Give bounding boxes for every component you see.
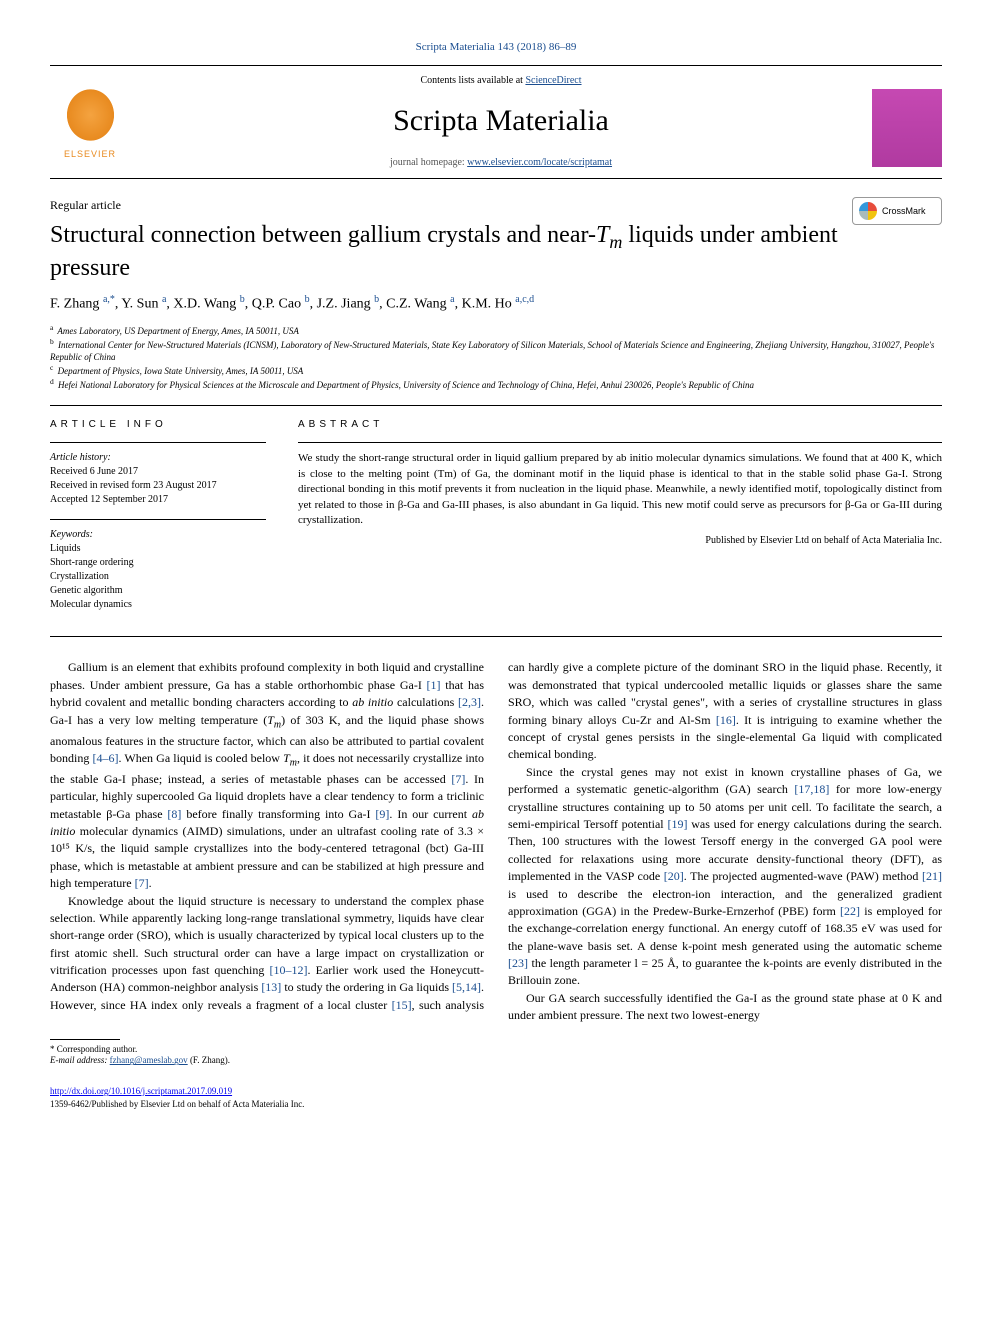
keyword: Crystallization xyxy=(50,570,266,584)
body-paragraph: Since the crystal genes may not exist in… xyxy=(508,764,942,990)
journal-cover-thumbnail xyxy=(872,77,942,167)
citation-ref[interactable]: [7] xyxy=(451,772,465,786)
history-label: Article history: xyxy=(50,451,266,465)
article-info-heading: ARTICLE INFO xyxy=(50,418,266,432)
affiliation: a Ames Laboratory, US Department of Ener… xyxy=(50,323,942,337)
citation-ref[interactable]: [9] xyxy=(375,807,389,821)
citation-ref[interactable]: [7] xyxy=(135,876,149,890)
title-m: m xyxy=(609,232,622,252)
journal-homepage-line: journal homepage: www.elsevier.com/locat… xyxy=(145,156,857,170)
contents-lists-line: Contents lists available at ScienceDirec… xyxy=(145,74,857,88)
abstract-panel: ABSTRACT We study the short-range struct… xyxy=(280,406,942,636)
keyword: Liquids xyxy=(50,542,266,556)
crossmark-label: CrossMark xyxy=(882,205,926,218)
email-label: E-mail address: xyxy=(50,1055,107,1065)
history-accepted: Accepted 12 September 2017 xyxy=(50,493,266,507)
doi-link[interactable]: http://dx.doi.org/10.1016/j.scriptamat.2… xyxy=(50,1086,232,1096)
keyword: Molecular dynamics xyxy=(50,598,266,612)
journal-header: ELSEVIER Contents lists available at Sci… xyxy=(50,65,942,179)
citation-ref[interactable]: [23] xyxy=(508,956,528,970)
citation-ref[interactable]: [20] xyxy=(664,869,684,883)
citation-ref[interactable]: [17,18] xyxy=(794,782,829,796)
keywords-block: Keywords: Liquids Short-range ordering C… xyxy=(50,528,266,612)
article-type: Regular article xyxy=(50,197,942,214)
citation-ref[interactable]: [10–12] xyxy=(270,963,308,977)
citation-ref[interactable]: [21] xyxy=(922,869,942,883)
bottom-metadata: http://dx.doi.org/10.1016/j.scriptamat.2… xyxy=(50,1085,942,1110)
journal-citation: Scripta Materialia 143 (2018) 86–89 xyxy=(50,40,942,55)
citation-ref[interactable]: [15] xyxy=(392,998,412,1012)
article-title: Structural connection between gallium cr… xyxy=(50,220,942,283)
footnote-separator xyxy=(50,1039,120,1040)
keywords-label: Keywords: xyxy=(50,528,266,542)
abstract-text: We study the short-range structural orde… xyxy=(298,451,942,528)
citation-ref[interactable]: [5,14] xyxy=(452,980,481,994)
citation-ref[interactable]: [1] xyxy=(427,678,441,692)
journal-name: Scripta Materialia xyxy=(145,100,857,142)
affiliation: d Hefei National Laboratory for Physical… xyxy=(50,377,942,391)
citation-ref[interactable]: [16] xyxy=(716,713,736,727)
affiliations: a Ames Laboratory, US Department of Ener… xyxy=(50,323,942,392)
keyword: Genetic algorithm xyxy=(50,584,266,598)
citation-ref[interactable]: [19] xyxy=(667,817,687,831)
crossmark-icon xyxy=(859,202,877,220)
sciencedirect-link[interactable]: ScienceDirect xyxy=(525,75,581,86)
contents-prefix: Contents lists available at xyxy=(420,75,525,86)
keyword: Short-range ordering xyxy=(50,556,266,570)
title-block: CrossMark Regular article Structural con… xyxy=(50,197,942,391)
info-abstract-row: ARTICLE INFO Article history: Received 6… xyxy=(50,405,942,637)
elsevier-tree-icon xyxy=(63,85,118,145)
corr-email-who: (F. Zhang). xyxy=(190,1055,230,1065)
title-part-a: Structural connection between gallium cr… xyxy=(50,222,596,248)
crossmark-badge[interactable]: CrossMark xyxy=(852,197,942,225)
body-paragraph: Our GA search successfully identified th… xyxy=(508,990,942,1025)
elsevier-label: ELSEVIER xyxy=(64,148,116,161)
citation-ref[interactable]: [2,3] xyxy=(458,695,481,709)
article-history: Article history: Received 6 June 2017 Re… xyxy=(50,451,266,507)
citation-ref[interactable]: [4–6] xyxy=(92,751,118,765)
abstract-copyright: Published by Elsevier Ltd on behalf of A… xyxy=(298,534,942,548)
title-T: T xyxy=(596,222,609,248)
issn-copyright: 1359-6462/Published by Elsevier Ltd on b… xyxy=(50,1098,942,1111)
citation-ref[interactable]: [8] xyxy=(167,807,181,821)
affiliation: b International Center for New-Structure… xyxy=(50,337,942,363)
corr-email-link[interactable]: fzhang@ameslab.gov xyxy=(110,1055,188,1065)
citation-ref[interactable]: [13] xyxy=(261,980,281,994)
body-paragraph: Gallium is an element that exhibits prof… xyxy=(50,659,484,892)
homepage-prefix: journal homepage: xyxy=(390,157,467,168)
history-received: Received 6 June 2017 xyxy=(50,465,266,479)
abstract-heading: ABSTRACT xyxy=(298,418,942,432)
citation-ref[interactable]: [22] xyxy=(840,904,860,918)
affiliation: c Department of Physics, Iowa State Univ… xyxy=(50,363,942,377)
article-info-panel: ARTICLE INFO Article history: Received 6… xyxy=(50,406,280,636)
corresponding-author-footnote: * Corresponding author. E-mail address: … xyxy=(50,1044,942,1067)
body-text: Gallium is an element that exhibits prof… xyxy=(50,659,942,1024)
history-revised: Received in revised form 23 August 2017 xyxy=(50,479,266,493)
authors-line: F. Zhang a,*, Y. Sun a, X.D. Wang b, Q.P… xyxy=(50,293,942,314)
corr-author-label: * Corresponding author. xyxy=(50,1044,942,1056)
elsevier-logo: ELSEVIER xyxy=(50,77,130,167)
journal-homepage-link[interactable]: www.elsevier.com/locate/scriptamat xyxy=(467,157,612,168)
